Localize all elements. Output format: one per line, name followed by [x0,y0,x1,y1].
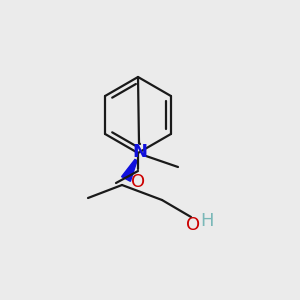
Polygon shape [122,159,137,181]
Text: O: O [131,173,145,191]
Text: H: H [200,212,214,230]
Text: N: N [133,143,148,161]
Text: O: O [186,216,200,234]
